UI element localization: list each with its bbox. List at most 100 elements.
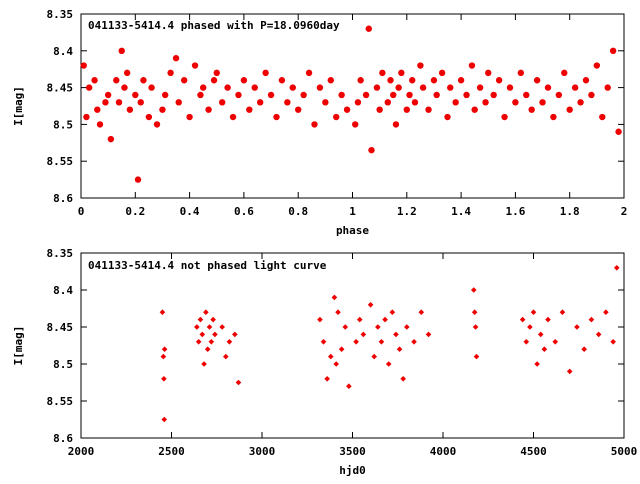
phased-data-point: [476, 84, 484, 91]
phased-data-point: [357, 77, 364, 84]
phased-data-point: [213, 69, 220, 77]
phased-x-tick-label: 1.2: [397, 205, 417, 218]
unphased-data-point: [223, 353, 229, 360]
unphased-y-tick-label: 8.4: [53, 284, 73, 297]
phased-data-point: [167, 69, 174, 77]
unphased-data-point: [519, 316, 526, 323]
phased-data-point: [457, 77, 465, 84]
unphased-data-point: [559, 309, 566, 315]
phased-y-tick-label: 8.6: [53, 192, 73, 205]
unphased-x-tick-label: 2000: [68, 445, 95, 458]
phased-data-point: [411, 99, 419, 106]
unphased-x-tick-label: 5000: [611, 445, 638, 458]
phased-data-point: [137, 99, 144, 106]
phased-data-point: [343, 106, 351, 113]
phased-data-point: [438, 69, 446, 77]
phased-data-point: [305, 69, 313, 77]
unphased-data-point: [160, 353, 167, 360]
unphased-data-point: [360, 331, 367, 338]
phased-x-tick-label: 0: [78, 205, 85, 218]
phased-data-point: [354, 99, 362, 106]
phased-x-axis-label: phase: [336, 224, 369, 237]
phased-y-tick-label: 8.35: [47, 8, 74, 21]
phased-data-point: [148, 84, 155, 91]
unphased-data-point: [425, 331, 432, 338]
phased-data-point: [107, 135, 115, 143]
phased-data-point: [295, 106, 302, 113]
unphased-data-point: [331, 294, 338, 301]
phased-data-point: [235, 91, 242, 99]
phased-data-point: [218, 99, 226, 106]
unphased-data-point: [356, 316, 363, 323]
phased-data-point: [566, 106, 573, 113]
phased-data-point: [278, 77, 286, 84]
phased-data-point: [550, 113, 557, 121]
phased-data-point: [96, 121, 104, 128]
phased-data-point: [471, 106, 478, 113]
unphased-x-tick-label: 3000: [249, 445, 276, 458]
unphased-data-point: [581, 346, 587, 352]
phased-data-point: [365, 25, 372, 32]
unphased-y-tick-label: 8.5: [53, 358, 73, 371]
unphased-data-point: [161, 346, 168, 352]
unphased-data-point: [610, 339, 616, 345]
phased-data-point: [94, 106, 101, 113]
unphased-panel: 2000 2500 3000 3500 4000 4500 5000 8.35 8.4 8.45 8…: [12, 247, 637, 477]
phased-data-point: [506, 84, 514, 91]
phased-data-point: [376, 106, 383, 113]
phased-data-point: [322, 99, 329, 106]
phased-data-point: [224, 84, 231, 91]
phased-data-point: [246, 106, 253, 113]
phased-x-tick-label: 0.2: [125, 205, 145, 218]
unphased-data-point: [327, 353, 334, 360]
unphased-x-tick-label: 4000: [430, 445, 457, 458]
unphased-data-point: [335, 309, 341, 315]
phased-data-point: [615, 128, 622, 135]
phased-data-point: [83, 113, 90, 121]
phased-y-tick-label: 8.45: [47, 82, 74, 95]
phased-plot-frame: [80, 13, 625, 199]
phased-data-point: [80, 62, 87, 69]
phased-data-point: [485, 69, 492, 77]
phased-data-point: [609, 47, 617, 54]
phased-data-point: [362, 91, 370, 99]
phased-data-point: [102, 99, 109, 106]
phased-x-tick-label: 0.6: [234, 205, 254, 218]
unphased-data-point: [371, 353, 378, 360]
phased-data-point: [132, 91, 139, 99]
phased-data-point: [134, 176, 142, 183]
unphased-data-point: [333, 361, 340, 367]
unphased-data-point: [545, 316, 551, 323]
phased-data-point: [384, 99, 391, 106]
phased-data-point: [528, 106, 535, 113]
phased-data-point: [403, 106, 410, 113]
unphased-data-point: [595, 331, 602, 338]
phased-data-point: [352, 121, 359, 128]
phased-data-point: [153, 121, 161, 128]
phased-y-axis-label: I[mag]: [12, 86, 25, 126]
phased-plot-title: 041133-5414.4 phased with P=18.0960day: [88, 19, 340, 32]
phased-data-point: [205, 106, 212, 113]
phased-data-point: [161, 91, 169, 99]
unphased-data-point: [194, 324, 200, 330]
phased-data-point: [482, 99, 489, 106]
unphased-data-point: [212, 331, 218, 338]
phased-data-point: [311, 121, 318, 128]
unphased-data-point: [320, 339, 327, 345]
phased-x-tick-label: 1.6: [505, 205, 525, 218]
unphased-data-point: [537, 331, 544, 338]
unphased-data-point: [367, 302, 374, 308]
unphased-data-point: [226, 339, 233, 345]
phased-data-point: [544, 84, 552, 91]
phased-x-tick-label: 2: [621, 205, 628, 218]
phased-data-point: [121, 84, 128, 91]
unphased-data-point: [161, 376, 167, 382]
phased-data-point: [316, 84, 324, 91]
phased-data-point: [338, 91, 345, 99]
unphased-data-point: [603, 309, 609, 315]
unphased-data-point: [206, 324, 213, 330]
unphased-data-point: [400, 376, 406, 382]
phased-data-point: [419, 84, 427, 91]
phased-data-point: [604, 84, 611, 91]
